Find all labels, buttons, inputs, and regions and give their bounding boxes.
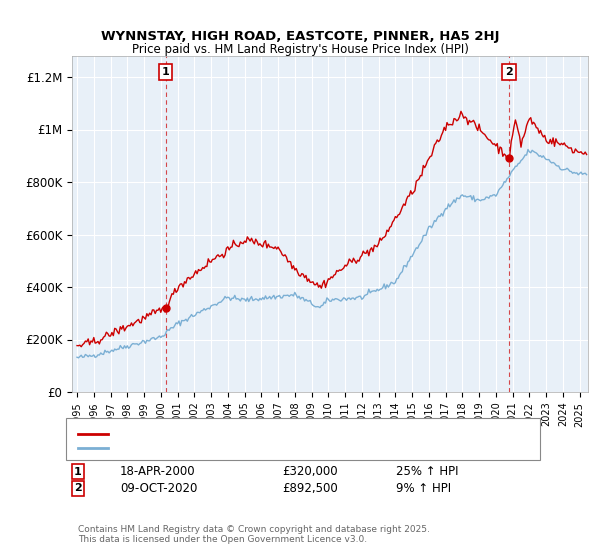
Text: 9% ↑ HPI: 9% ↑ HPI: [396, 482, 451, 495]
Text: WYNNSTAY, HIGH ROAD, EASTCOTE, PINNER, HA5 2HJ: WYNNSTAY, HIGH ROAD, EASTCOTE, PINNER, H…: [101, 30, 499, 43]
Text: 1: 1: [74, 466, 82, 477]
Text: WYNNSTAY, HIGH ROAD, EASTCOTE, PINNER, HA5 2HJ (detached house): WYNNSTAY, HIGH ROAD, EASTCOTE, PINNER, H…: [114, 429, 487, 439]
Text: 2: 2: [74, 483, 82, 493]
Text: 25% ↑ HPI: 25% ↑ HPI: [396, 465, 458, 478]
Text: Price paid vs. HM Land Registry's House Price Index (HPI): Price paid vs. HM Land Registry's House …: [131, 43, 469, 56]
Text: 18-APR-2000: 18-APR-2000: [120, 465, 196, 478]
Text: Contains HM Land Registry data © Crown copyright and database right 2025.
This d: Contains HM Land Registry data © Crown c…: [78, 525, 430, 544]
Text: 1: 1: [162, 67, 170, 77]
Text: 09-OCT-2020: 09-OCT-2020: [120, 482, 197, 495]
Text: £892,500: £892,500: [282, 482, 338, 495]
Text: HPI: Average price, detached house, Hillingdon: HPI: Average price, detached house, Hill…: [114, 443, 359, 453]
Text: £320,000: £320,000: [282, 465, 338, 478]
Text: 2: 2: [505, 67, 513, 77]
